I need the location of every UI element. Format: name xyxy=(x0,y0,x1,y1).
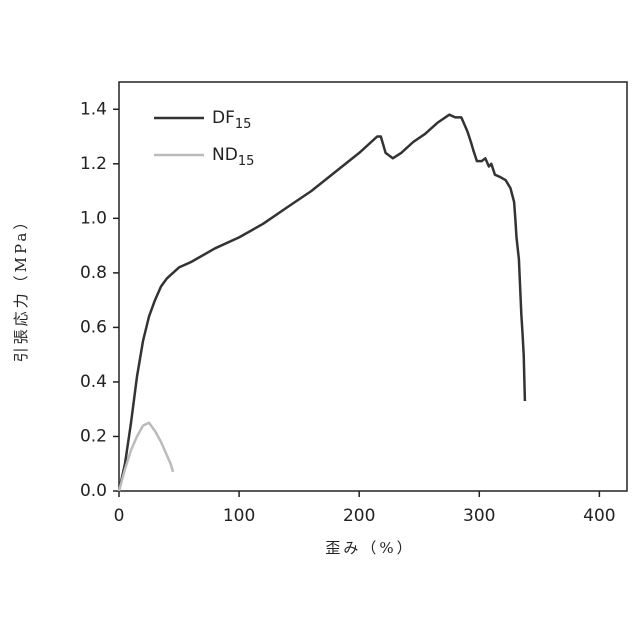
legend-label: DF15 xyxy=(212,108,251,132)
x-tick-label: 400 xyxy=(583,506,615,526)
x-axis-label: 歪み（%） xyxy=(325,539,414,557)
chart: 歪み（%） 引張応力（MPa） 0 100 200 300 400 0.0 0.2 0.4 0.… xyxy=(0,0,640,640)
x-tick-label: 100 xyxy=(223,506,255,526)
y-tick-label: 0.2 xyxy=(80,426,107,446)
x-tick-label: 300 xyxy=(463,506,495,526)
legend-label: ND15 xyxy=(212,145,254,169)
x-tick-label: 200 xyxy=(343,506,375,526)
y-tick-label: 0.8 xyxy=(80,263,107,283)
y-tick-label: 1.4 xyxy=(80,99,107,119)
plot-frame xyxy=(119,82,627,491)
y-tick-label: 1.0 xyxy=(80,208,107,228)
legend-text: DF xyxy=(212,108,235,128)
legend-subscript: 15 xyxy=(235,117,252,132)
legend-text: ND xyxy=(212,145,238,165)
y-tick-label: 0.6 xyxy=(80,317,107,337)
page: 歪み（%） 引張応力（MPa） 0 100 200 300 400 0.0 0.2 0.4 0.… xyxy=(0,0,640,640)
y-tick-label: 1.2 xyxy=(80,154,107,174)
y-axis-label: 引張応力（MPa） xyxy=(12,212,30,363)
legend-subscript: 15 xyxy=(238,154,255,169)
y-tick-label: 0.4 xyxy=(80,372,107,392)
y-tick-label: 0.0 xyxy=(80,481,107,501)
x-tick-label: 0 xyxy=(114,506,125,526)
data-line xyxy=(119,115,525,491)
